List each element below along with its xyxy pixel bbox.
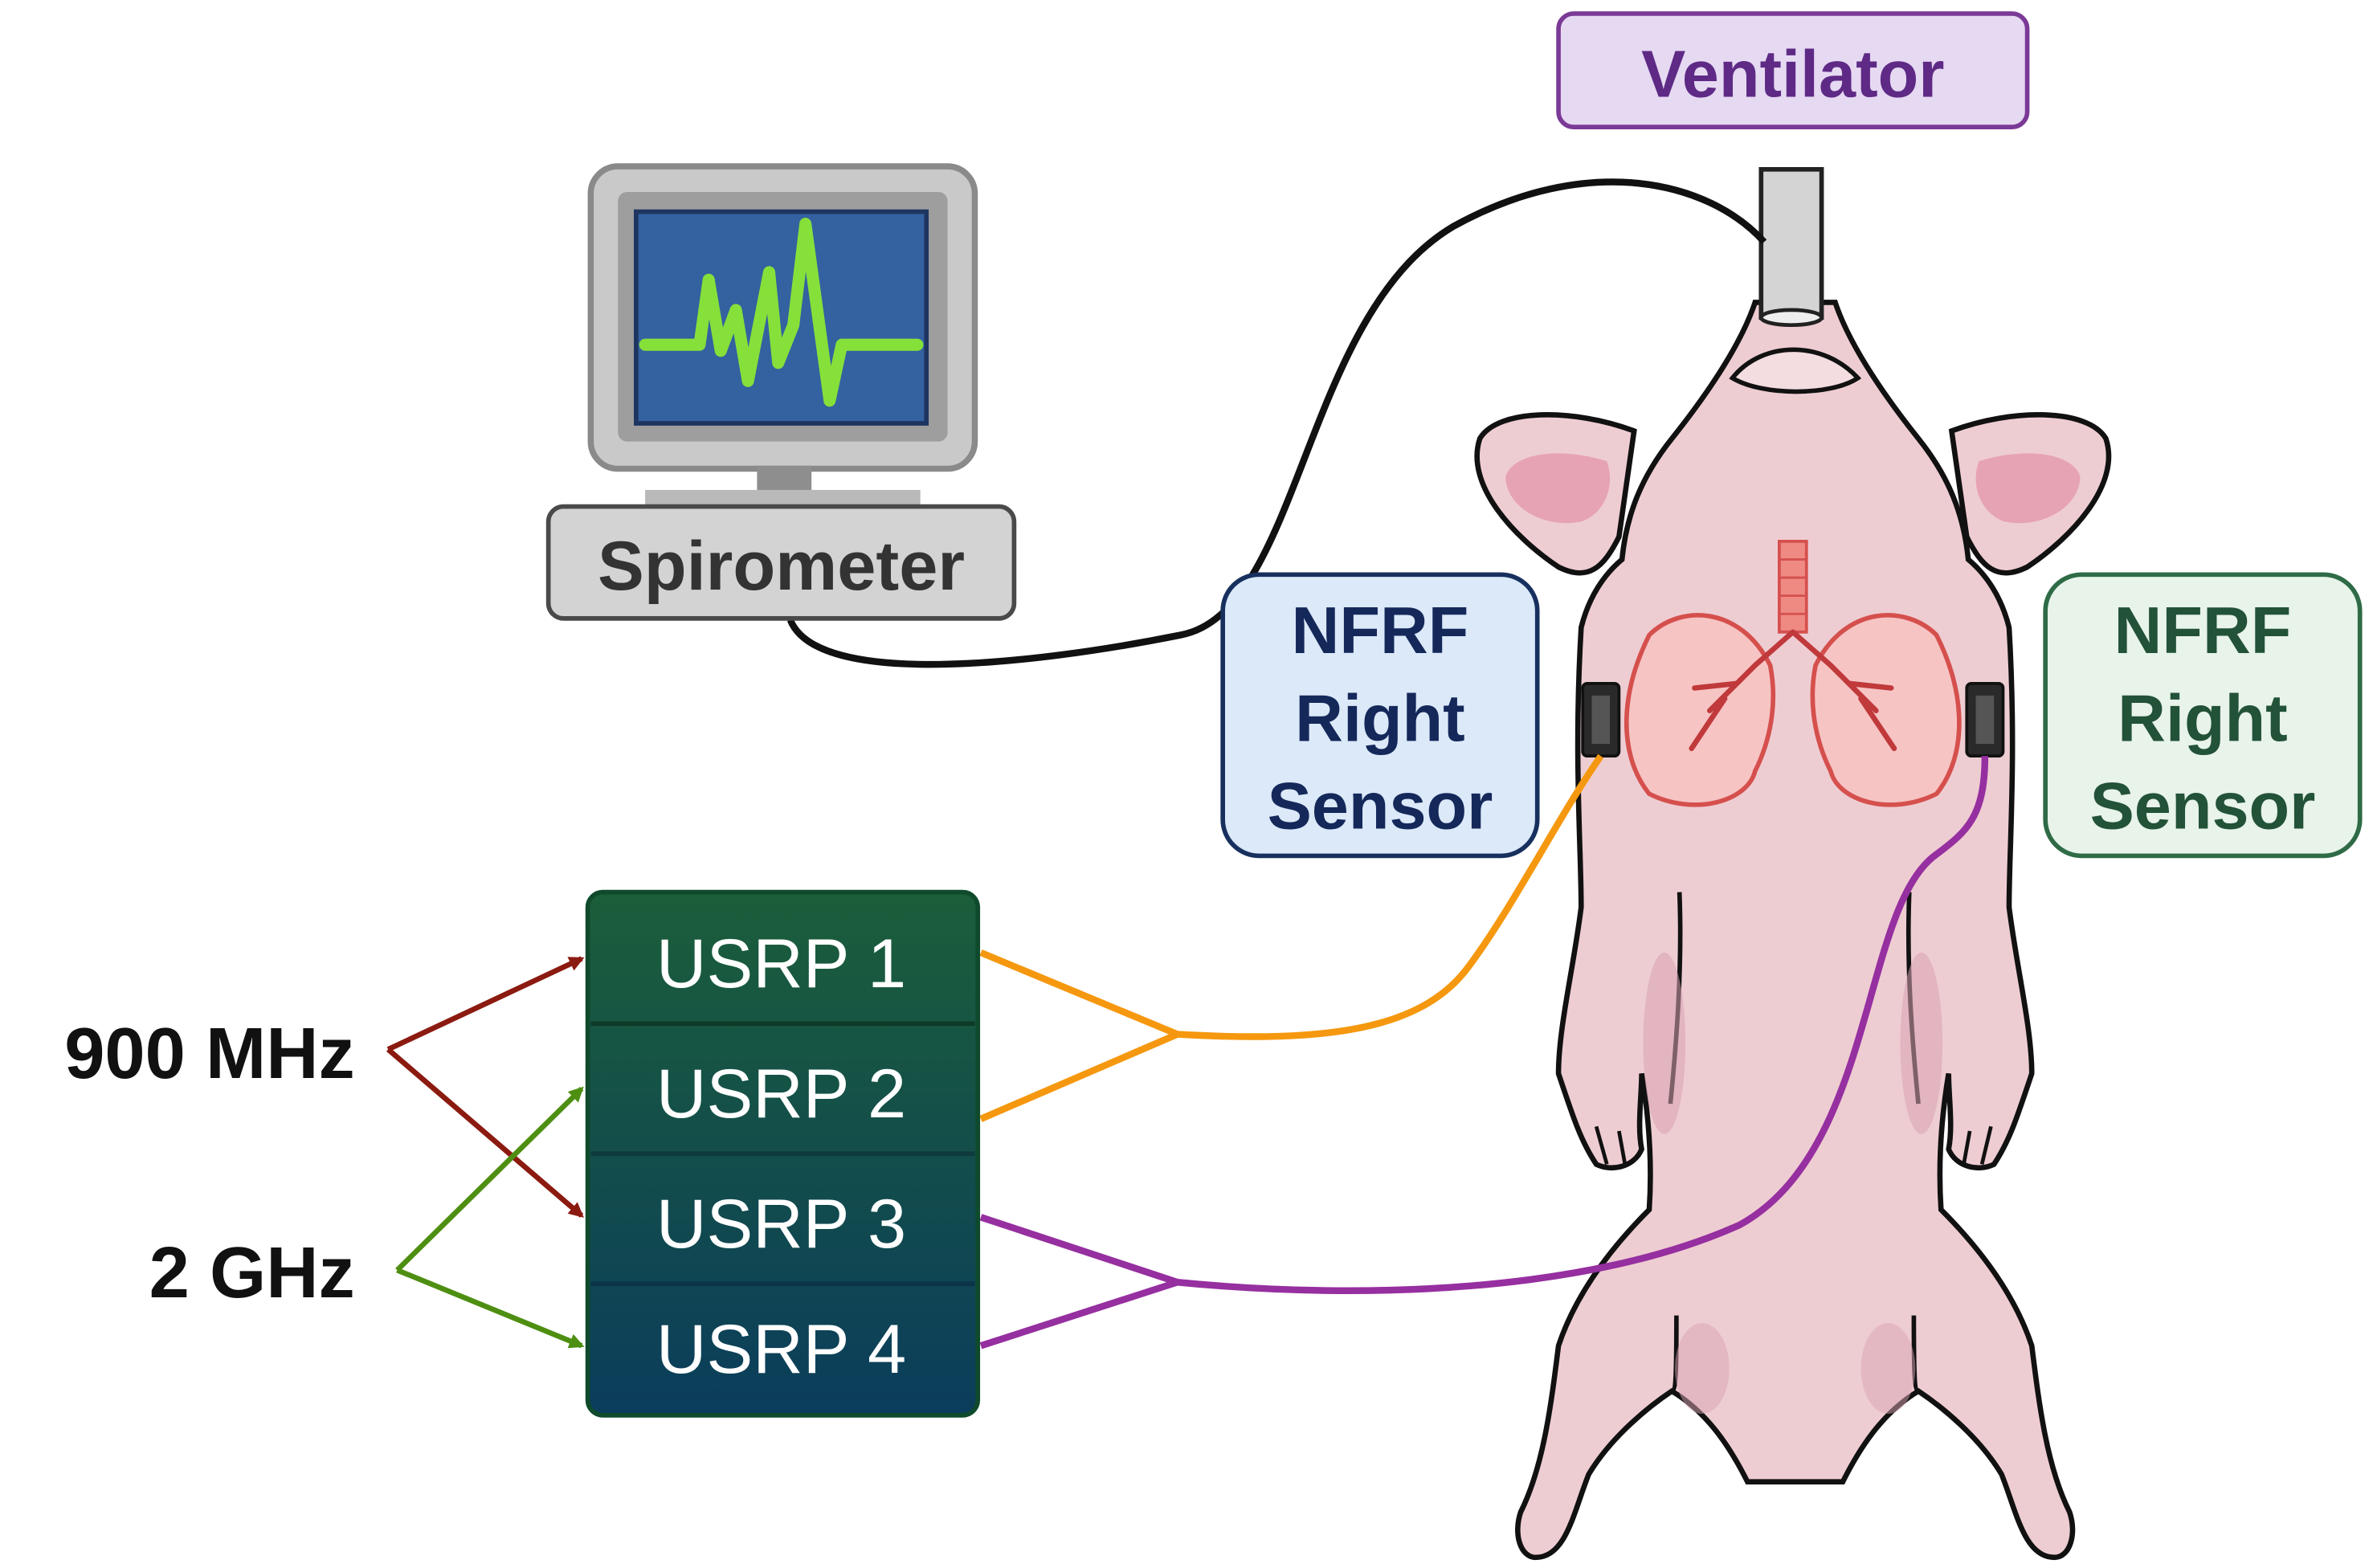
pig-shading — [1643, 952, 1686, 1134]
usrp-4-label: USRP 4 — [656, 1311, 906, 1388]
arrow-2g-to-usrp4 — [396, 1268, 585, 1349]
left-sensor-line3: Sensor — [1268, 769, 1493, 843]
lungs-icon — [1624, 540, 1962, 807]
pig-left-ear-inner — [1505, 453, 1611, 524]
pig-illustration — [1474, 300, 2112, 1561]
pig-snout — [1729, 347, 1862, 394]
ventilator-box: Ventilator — [1556, 11, 2030, 129]
pig-shading — [1675, 1323, 1730, 1414]
left-sensor-line1: NFRF — [1292, 593, 1469, 668]
left-sensor-line2: Right — [1295, 680, 1465, 755]
freq-900mhz-label: 900 MHz — [64, 1013, 355, 1094]
usrp-3-label: USRP 3 — [656, 1186, 906, 1263]
pig-shading — [1860, 1323, 1916, 1414]
left-sensor-box: NFRF Right Sensor — [1220, 572, 1540, 859]
arrow-900-to-usrp1 — [386, 956, 585, 1052]
waveform-trace — [639, 218, 924, 407]
orange-cable — [979, 753, 1604, 1122]
freq-2ghz-label: 2 GHz — [149, 1232, 355, 1313]
right-sensor-device — [1965, 681, 2005, 758]
spirometer-label: Spirometer — [598, 528, 965, 605]
arrow-900-to-usrp3 — [386, 1047, 584, 1218]
right-sensor-line3: Sensor — [2090, 769, 2316, 843]
spirometer-box: Spirometer — [545, 504, 1017, 621]
pig-body — [1515, 300, 2076, 1561]
ventilator-label: Ventilator — [1641, 36, 1944, 111]
left-sensor-device — [1581, 681, 1621, 758]
purple-cable — [979, 756, 1989, 1350]
usrp-2-label: USRP 2 — [656, 1056, 906, 1133]
right-sensor-line1: NFRF — [2114, 593, 2292, 668]
monitor-screen — [634, 209, 929, 426]
arrows-2ghz — [395, 1086, 585, 1349]
spirometer-cable — [786, 178, 1767, 668]
spirometer-monitor — [587, 163, 978, 508]
arrows-900mhz — [386, 956, 585, 1218]
pig-toe — [1962, 1125, 1993, 1165]
arrow-2g-to-usrp2 — [395, 1086, 584, 1272]
pig-shading — [1900, 952, 1943, 1134]
usrp-stack: USRP 1 USRP 2 USRP 3 USRP 4 — [585, 889, 981, 1418]
right-sensor-line2: Right — [2118, 680, 2288, 755]
right-sensor-box: NFRF Right Sensor — [2043, 572, 2363, 859]
pig-right-ear-inner — [1975, 453, 2081, 524]
pig-toe — [1594, 1125, 1628, 1166]
usrp-1-label: USRP 1 — [656, 925, 906, 1002]
ventilator-tube — [1758, 167, 1824, 328]
